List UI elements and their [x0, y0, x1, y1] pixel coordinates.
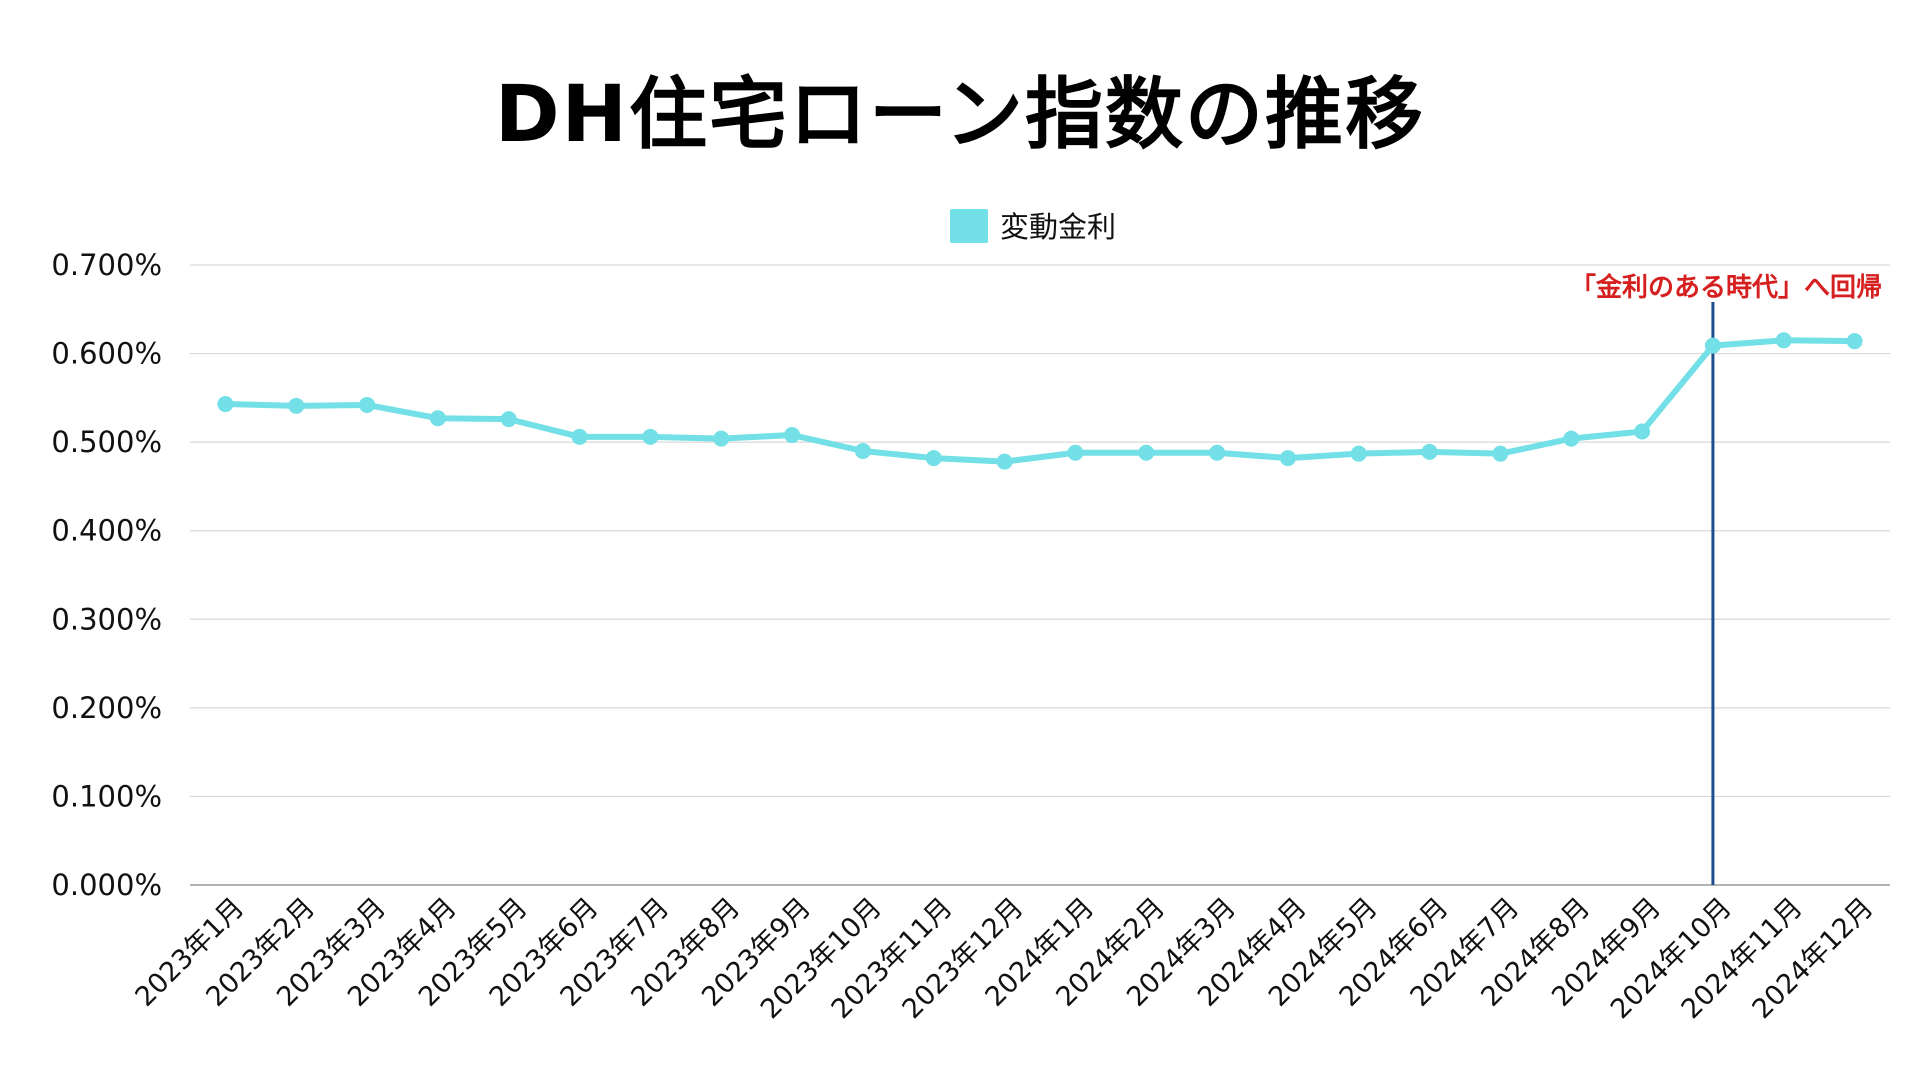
y-tick-label: 0.600% — [51, 337, 162, 371]
grid-lines — [190, 264, 1890, 886]
legend-label-series: 変動金利 — [1000, 210, 1116, 244]
data-point — [1846, 333, 1863, 350]
y-tick-label: 0.100% — [51, 779, 162, 813]
data-point — [1279, 450, 1296, 467]
y-axis-tick-labels: 0.000% 0.100% 0.200% 0.300% 0.400% 0.500% 0.60… — [51, 248, 162, 902]
series-variable-rate — [217, 332, 1863, 470]
data-point — [1421, 443, 1438, 460]
data-point — [1067, 444, 1084, 461]
annotation: 「金利のある時代」へ回帰 — [1570, 272, 1882, 885]
series-line — [222, 337, 1858, 465]
annotation-text: 「金利のある時代」へ回帰 — [1570, 272, 1882, 303]
data-point — [571, 428, 588, 445]
data-point — [359, 396, 376, 413]
y-tick-label: 0.000% — [51, 868, 162, 902]
data-point — [996, 453, 1013, 470]
chart-title: DH住宅ローン指数の推移 — [494, 70, 1426, 160]
data-point — [1492, 445, 1509, 462]
legend: 変動金利 — [950, 209, 1116, 244]
data-point — [500, 411, 517, 428]
y-tick-label: 0.500% — [51, 425, 162, 459]
data-point — [784, 427, 801, 444]
data-point — [1775, 332, 1792, 349]
x-axis-tick-labels: 2023年1月2023年2月2023年3月2023年4月2023年5月2023年… — [130, 892, 1880, 1025]
data-point — [925, 450, 942, 467]
y-tick-label: 0.700% — [51, 248, 162, 282]
data-point — [642, 428, 659, 445]
y-tick-label: 0.200% — [51, 691, 162, 725]
data-point — [1350, 445, 1367, 462]
data-point — [1209, 444, 1226, 461]
data-point — [854, 443, 871, 459]
y-tick-label: 0.300% — [51, 602, 162, 636]
data-point — [1138, 444, 1155, 461]
data-point — [217, 396, 234, 413]
data-point — [429, 410, 446, 427]
data-point — [1634, 423, 1651, 440]
data-point — [288, 397, 305, 414]
y-tick-label: 0.400% — [51, 514, 162, 548]
legend-swatch — [950, 209, 988, 243]
data-point — [1563, 430, 1580, 447]
data-point — [1704, 337, 1721, 354]
data-point — [713, 430, 730, 447]
